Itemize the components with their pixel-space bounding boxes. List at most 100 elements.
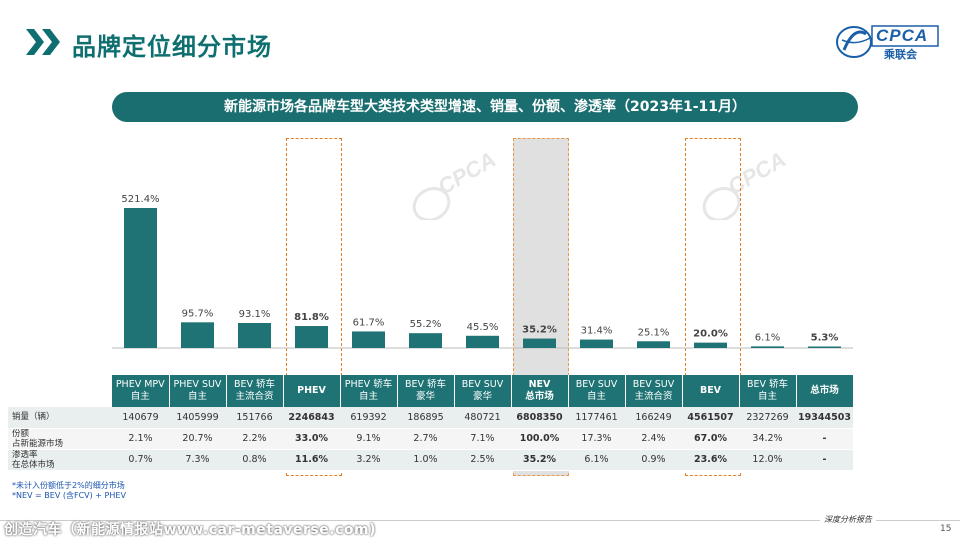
bar-value-label: 6.1% <box>755 332 780 343</box>
table-cell: - <box>796 449 853 471</box>
footer-divider <box>0 520 960 521</box>
table-cell: 33.0% <box>283 428 340 450</box>
table-column-header: BEV SUV 自主 <box>568 375 626 407</box>
table-row: 销量（辆） 140679 1405999 151766 2246843 619392 186… <box>8 407 853 429</box>
page-number: 15 <box>940 524 952 534</box>
table-cell: 3.2% <box>340 449 397 471</box>
table-row-label: 销量（辆） <box>8 407 112 429</box>
table-cell: 6.1% <box>568 449 625 471</box>
table-cell: 0.9% <box>625 449 682 471</box>
bar-value-label: 521.4% <box>121 194 159 205</box>
bar-value-label: 31.4% <box>581 326 613 337</box>
table-cell: 35.2% <box>511 449 568 471</box>
watermark-logo: CPCA <box>702 150 790 220</box>
footnote-share: *未计入份额低于2%的细分市场 <box>12 481 125 490</box>
table-cell: 2327269 <box>739 407 796 429</box>
table-cell: 2.2% <box>226 428 283 450</box>
table-cell: 140679 <box>112 407 169 429</box>
table-column-header: BEV 轿车 豪华 <box>397 375 455 407</box>
table-cell: 19344503 <box>796 407 853 429</box>
bar-1 <box>181 322 214 348</box>
table-cell: 1.0% <box>397 449 454 471</box>
table-cell: 20.7% <box>169 428 226 450</box>
table-cell: 151766 <box>226 407 283 429</box>
table-column-header: BEV <box>682 375 740 407</box>
table-row-label: 渗透率 在总体市场 <box>8 449 112 471</box>
bar-8 <box>580 339 613 348</box>
table-cell: 9.1% <box>340 428 397 450</box>
bar-12 <box>808 346 841 348</box>
table-header-row: PHEV MPV 自主 PHEV SUV 自主 BEV 轿车 主流合资 PHEV PHE… <box>8 375 854 407</box>
table-cell: 2.4% <box>625 428 682 450</box>
table-cell: 7.3% <box>169 449 226 471</box>
highlight-frame-bev <box>685 138 741 476</box>
bar-6 <box>466 335 499 348</box>
table-column-header: PHEV 轿车 自主 <box>340 375 398 407</box>
table-column-header: BEV SUV 豪华 <box>454 375 512 407</box>
chart-subtitle-banner: 新能源市场各品牌车型大类技术类型增速、销量、份额、渗透率（2023年1-11月） <box>112 92 858 122</box>
table-cell: 7.1% <box>454 428 511 450</box>
table-row-label: 份额 占新能源市场 <box>8 428 112 450</box>
table-column-header: 总市场 <box>796 375 854 407</box>
bar-10 <box>694 342 727 348</box>
bar-value-label: 81.8% <box>294 312 329 323</box>
bar-value-label: 20.0% <box>693 329 728 340</box>
bar-value-label: 61.7% <box>353 317 385 328</box>
table-cell: 619392 <box>340 407 397 429</box>
bar-value-label: 93.1% <box>239 309 271 320</box>
table-cell: 23.6% <box>682 449 739 471</box>
bar-3 <box>295 326 328 348</box>
chevron-right-icon <box>26 29 60 55</box>
bar-2 <box>238 323 271 348</box>
table-cell: 2246843 <box>283 407 340 429</box>
table-cell: 11.6% <box>283 449 340 471</box>
highlight-frame-phev <box>286 138 342 476</box>
page-title: 品牌定位细分市场 <box>72 33 272 61</box>
table-column-header: PHEV SUV 自主 <box>169 375 227 407</box>
table-cell: 2.5% <box>454 449 511 471</box>
table-cell: 17.3% <box>568 428 625 450</box>
bar-11 <box>751 346 784 348</box>
bar-value-label: 35.2% <box>522 325 557 336</box>
bar-value-label: 45.5% <box>467 322 499 333</box>
bar-value-label: 55.2% <box>410 319 442 330</box>
table-cell: 6808350 <box>511 407 568 429</box>
table-cell: 4561507 <box>682 407 739 429</box>
table-cell: 2.1% <box>112 428 169 450</box>
table-cell: - <box>796 428 853 450</box>
data-table: PHEV MPV 自主 PHEV SUV 自主 BEV 轿车 主流合资 PHEV PHE… <box>8 375 854 471</box>
bar-7 <box>523 338 556 348</box>
table-cell: 1405999 <box>169 407 226 429</box>
bar-9 <box>637 341 670 348</box>
table-cell: 100.0% <box>511 428 568 450</box>
table-column-header: BEV 轿车 自主 <box>739 375 797 407</box>
bar-value-label: 25.1% <box>638 327 670 338</box>
table-column-header: PHEV MPV 自主 <box>112 375 170 407</box>
logo-subtitle: 乘联会 <box>884 48 917 61</box>
table-column-header: BEV SUV 主流合资 <box>625 375 683 407</box>
table-cell: 0.7% <box>112 449 169 471</box>
bar-5 <box>409 333 442 348</box>
table-cell: 1177461 <box>568 407 625 429</box>
bar-4 <box>352 331 385 348</box>
table-cell: 34.2% <box>739 428 796 450</box>
table-column-header: NEV 总市场 <box>511 375 569 407</box>
footer-report-label: 深度分析报告 <box>820 514 876 525</box>
watermark-logo: CPCA <box>412 150 500 220</box>
cpca-logo <box>836 25 939 58</box>
footnote-nev-definition: *NEV = BEV (含FCV) + PHEV <box>12 491 126 500</box>
table-row: 渗透率 在总体市场 0.7% 7.3% 0.8% 11.6% 3.2% 1.0% 2.5% 35… <box>8 449 853 471</box>
table-row: 份额 占新能源市场 2.1% 20.7% 2.2% 33.0% 9.1% 2.7% 7.1% 1… <box>8 428 853 450</box>
table-cell: 2.7% <box>397 428 454 450</box>
table-column-header: BEV 轿车 主流合资 <box>226 375 284 407</box>
logo-text: CPCA <box>876 26 929 45</box>
table-cell: 166249 <box>625 407 682 429</box>
table-cell: 480721 <box>454 407 511 429</box>
table-corner <box>8 375 112 407</box>
table-cell: 186895 <box>397 407 454 429</box>
bar-0 <box>124 208 157 348</box>
table-cell: 12.0% <box>739 449 796 471</box>
bar-value-label: 95.7% <box>182 308 214 319</box>
table-cell: 67.0% <box>682 428 739 450</box>
